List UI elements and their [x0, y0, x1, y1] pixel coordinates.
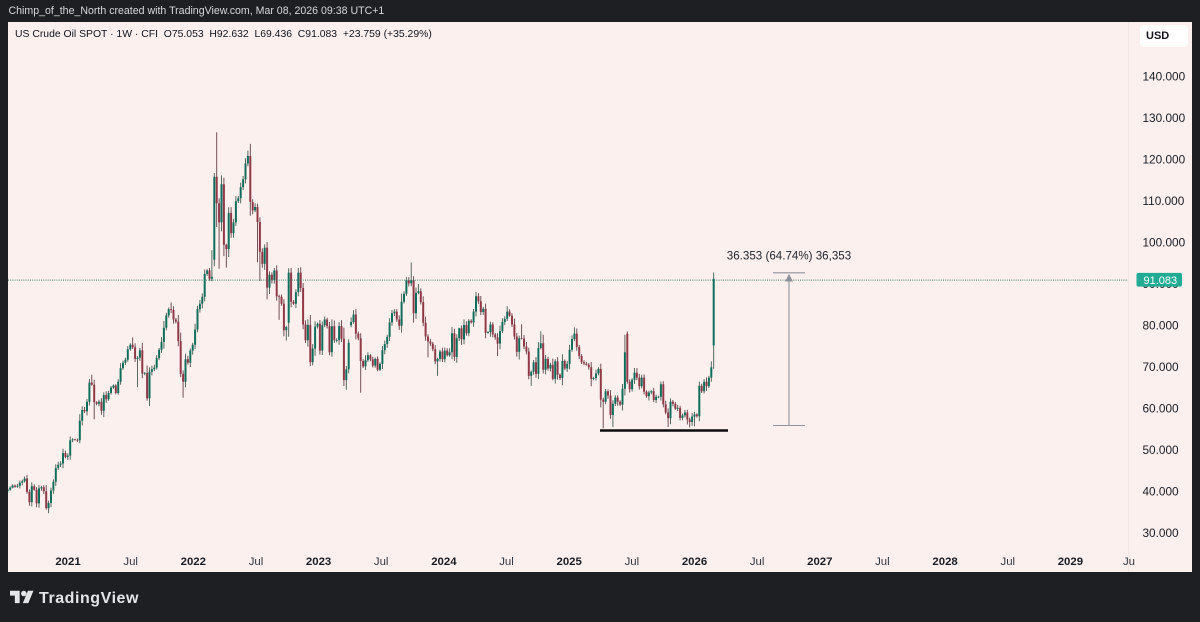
svg-text:Jul: Jul — [625, 556, 640, 568]
svg-text:70.000: 70.000 — [1143, 359, 1180, 373]
svg-text:50.000: 50.000 — [1143, 442, 1180, 456]
svg-text:Ju: Ju — [1123, 556, 1135, 568]
svg-text:40.000: 40.000 — [1143, 484, 1180, 498]
svg-text:2021: 2021 — [55, 556, 81, 568]
svg-text:100.000: 100.000 — [1143, 235, 1186, 249]
svg-text:2027: 2027 — [807, 556, 832, 568]
svg-text:Jul: Jul — [875, 556, 890, 568]
svg-text:80.000: 80.000 — [1143, 318, 1180, 332]
svg-text:140.000: 140.000 — [1143, 69, 1186, 83]
svg-text:2026: 2026 — [682, 556, 707, 568]
svg-text:60.000: 60.000 — [1143, 401, 1180, 415]
svg-text:Jul: Jul — [123, 556, 138, 568]
svg-text:Jul: Jul — [1001, 556, 1016, 568]
svg-text:120.000: 120.000 — [1143, 152, 1186, 166]
svg-text:Jul: Jul — [374, 556, 389, 568]
svg-text:2028: 2028 — [932, 556, 957, 568]
svg-text:2023: 2023 — [306, 556, 331, 568]
svg-text:2024: 2024 — [431, 556, 457, 568]
svg-text:91.083: 91.083 — [1144, 275, 1178, 287]
svg-text:36.353 (64.74%) 36,353: 36.353 (64.74%) 36,353 — [727, 249, 851, 262]
svg-text:2029: 2029 — [1058, 556, 1083, 568]
svg-text:2022: 2022 — [181, 556, 206, 568]
svg-text:Jul: Jul — [249, 556, 264, 568]
svg-text:30.000: 30.000 — [1143, 525, 1180, 539]
svg-text:Jul: Jul — [499, 556, 514, 568]
svg-text:TradingView: TradingView — [39, 589, 139, 606]
svg-text:2025: 2025 — [557, 556, 583, 568]
svg-text:130.000: 130.000 — [1143, 110, 1186, 124]
svg-text:110.000: 110.000 — [1143, 193, 1185, 207]
svg-text:Jul: Jul — [750, 556, 765, 568]
